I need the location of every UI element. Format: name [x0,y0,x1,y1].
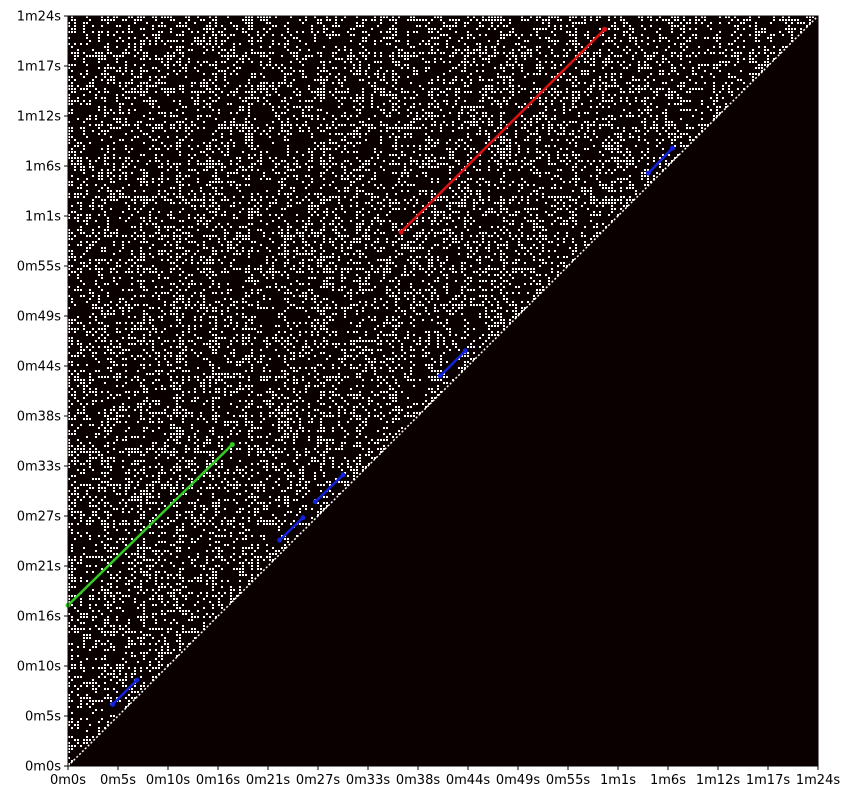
highlight-end-6 [669,145,675,151]
recurrence-cells [68,16,814,765]
highlight-start-4 [312,499,318,505]
x-tick-label: 0m0s [50,773,86,788]
y-tick-label: 0m10s [17,660,61,675]
x-tick-label: 0m33s [346,773,390,788]
x-tick-label: 0m55s [546,773,590,788]
highlight-start-5 [437,373,443,379]
y-tick-label: 0m21s [17,560,61,575]
y-tick-label: 0m0s [25,760,61,775]
highlight-end-1 [602,26,608,32]
x-tick-label: 0m49s [496,773,540,788]
highlight-start-1 [398,229,404,235]
y-tick-label: 1m24s [17,10,61,25]
highlight-start-2 [110,701,116,707]
highlight-segment-0 [66,443,234,607]
highlight-segment-2 [111,679,138,706]
x-tick-label: 0m10s [146,773,190,788]
highlight-end-0 [229,442,235,448]
highlight-segment-1 [399,28,606,234]
highlight-start-6 [645,170,651,176]
x-tick-label: 0m27s [296,773,340,788]
x-tick-label: 1m12s [696,773,740,788]
x-axis: 0m0s 0m5s 0m10s 0m16s 0m21s 0m27s 0m33s 0m38s 0m… [50,766,840,788]
highlight-segment-5 [439,349,467,378]
main-diagonal [67,15,819,767]
y-tick-label: 0m38s [17,410,61,425]
highlight-segments [65,26,675,707]
y-tick-label: 0m27s [17,510,61,525]
y-tick-label: 0m33s [17,460,61,475]
plot-frame [67,15,819,767]
highlight-end-5 [462,348,468,354]
y-axis: 0m0s 0m5s 0m10s 0m16s 0m21s 0m27s 0m33s 0m38s 0m… [17,10,68,775]
y-tick-label: 0m44s [17,360,61,375]
x-tick-label: 0m5s [100,773,136,788]
y-tick-label: 1m12s [17,110,61,125]
x-tick-label: 0m16s [196,773,240,788]
highlight-end-4 [340,472,346,478]
y-tick-label: 0m55s [17,260,61,275]
y-tick-label: 0m5s [25,710,61,725]
highlight-segment-6 [647,146,674,175]
highlight-end-3 [300,515,306,521]
highlight-segment-4 [314,473,345,503]
x-tick-label: 0m21s [246,773,290,788]
highlight-start-3 [277,537,283,543]
plot-area [67,15,819,767]
y-tick-label: 1m6s [25,160,61,175]
y-tick-label: 1m1s [25,210,61,225]
y-tick-label: 0m49s [17,310,61,325]
y-tick-label: 0m16s [17,610,61,625]
x-tick-label: 0m44s [446,773,490,788]
x-tick-label: 1m6s [650,773,686,788]
x-tick-label: 1m17s [746,773,790,788]
x-tick-label: 1m1s [600,773,636,788]
highlight-segment-3 [278,516,305,542]
x-tick-label: 1m24s [796,773,840,788]
y-tick-label: 1m17s [17,60,61,75]
highlight-end-2 [134,677,140,683]
x-tick-label: 0m38s [396,773,440,788]
